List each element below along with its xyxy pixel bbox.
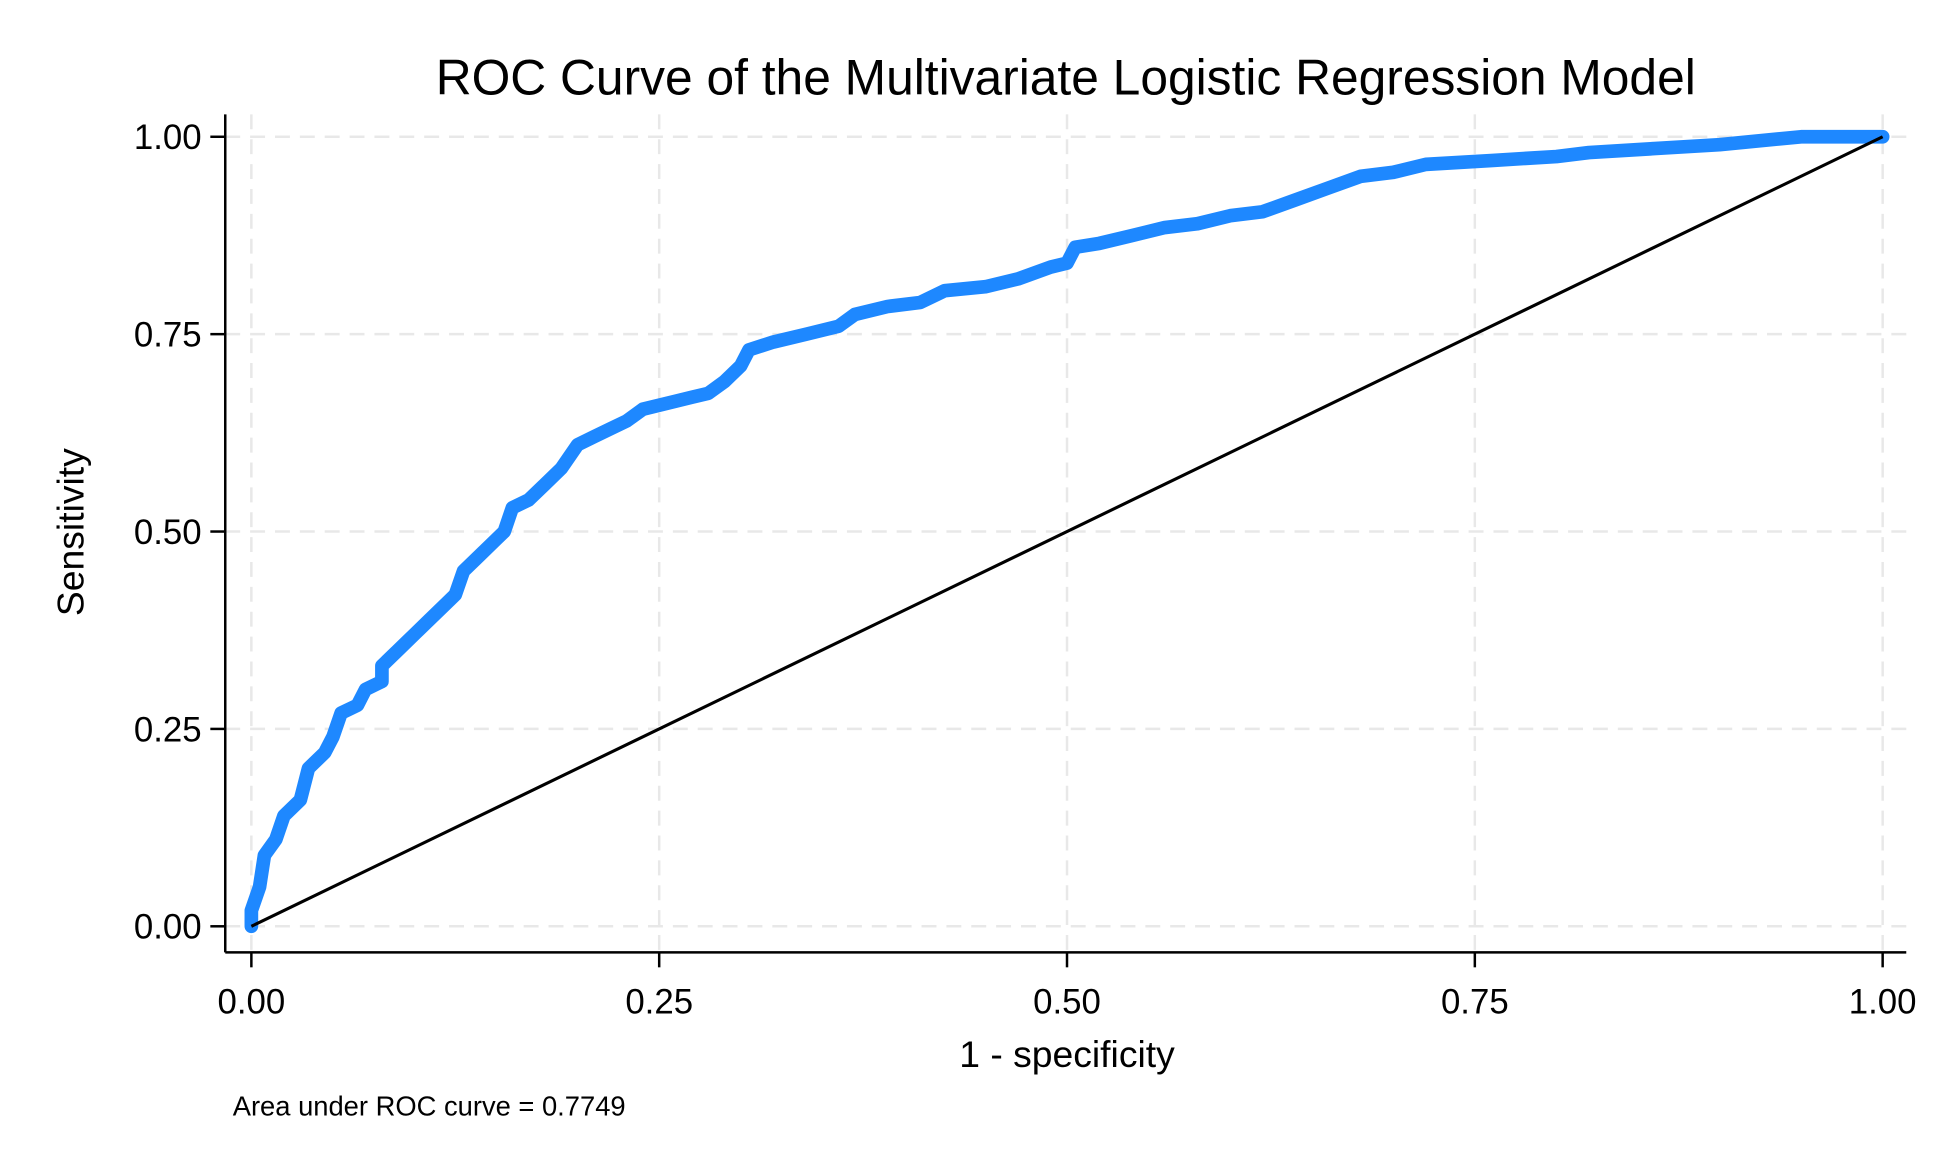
auc-note: Area under ROC curve = 0.7749 <box>233 1090 626 1121</box>
x-tick-label: 1.00 <box>1849 982 1917 1021</box>
x-tick-label: 0.25 <box>625 982 693 1021</box>
x-tick-label: 0.75 <box>1441 982 1509 1021</box>
y-tick-label: 0.50 <box>134 513 202 552</box>
y-tick-label: 0.00 <box>134 908 202 947</box>
y-tick-label: 0.75 <box>134 316 202 355</box>
y-axis-label: Sensitivity <box>50 448 92 616</box>
reference-line <box>250 135 1884 928</box>
ticks: 0.00 0.00 0.25 0.25 0.50 0.50 0.75 0.75 1.00 1.00 <box>134 118 1917 1021</box>
x-axis-label: 1 - specificity <box>959 1033 1175 1075</box>
x-tick-label: 0.00 <box>217 982 285 1021</box>
x-tick-label: 0.50 <box>1033 982 1101 1021</box>
y-tick-label: 1.00 <box>134 118 202 157</box>
chart-title: ROC Curve of the Multivariate Logistic R… <box>436 49 1696 105</box>
roc-curve <box>244 129 1890 934</box>
y-tick-label: 0.25 <box>134 710 202 749</box>
